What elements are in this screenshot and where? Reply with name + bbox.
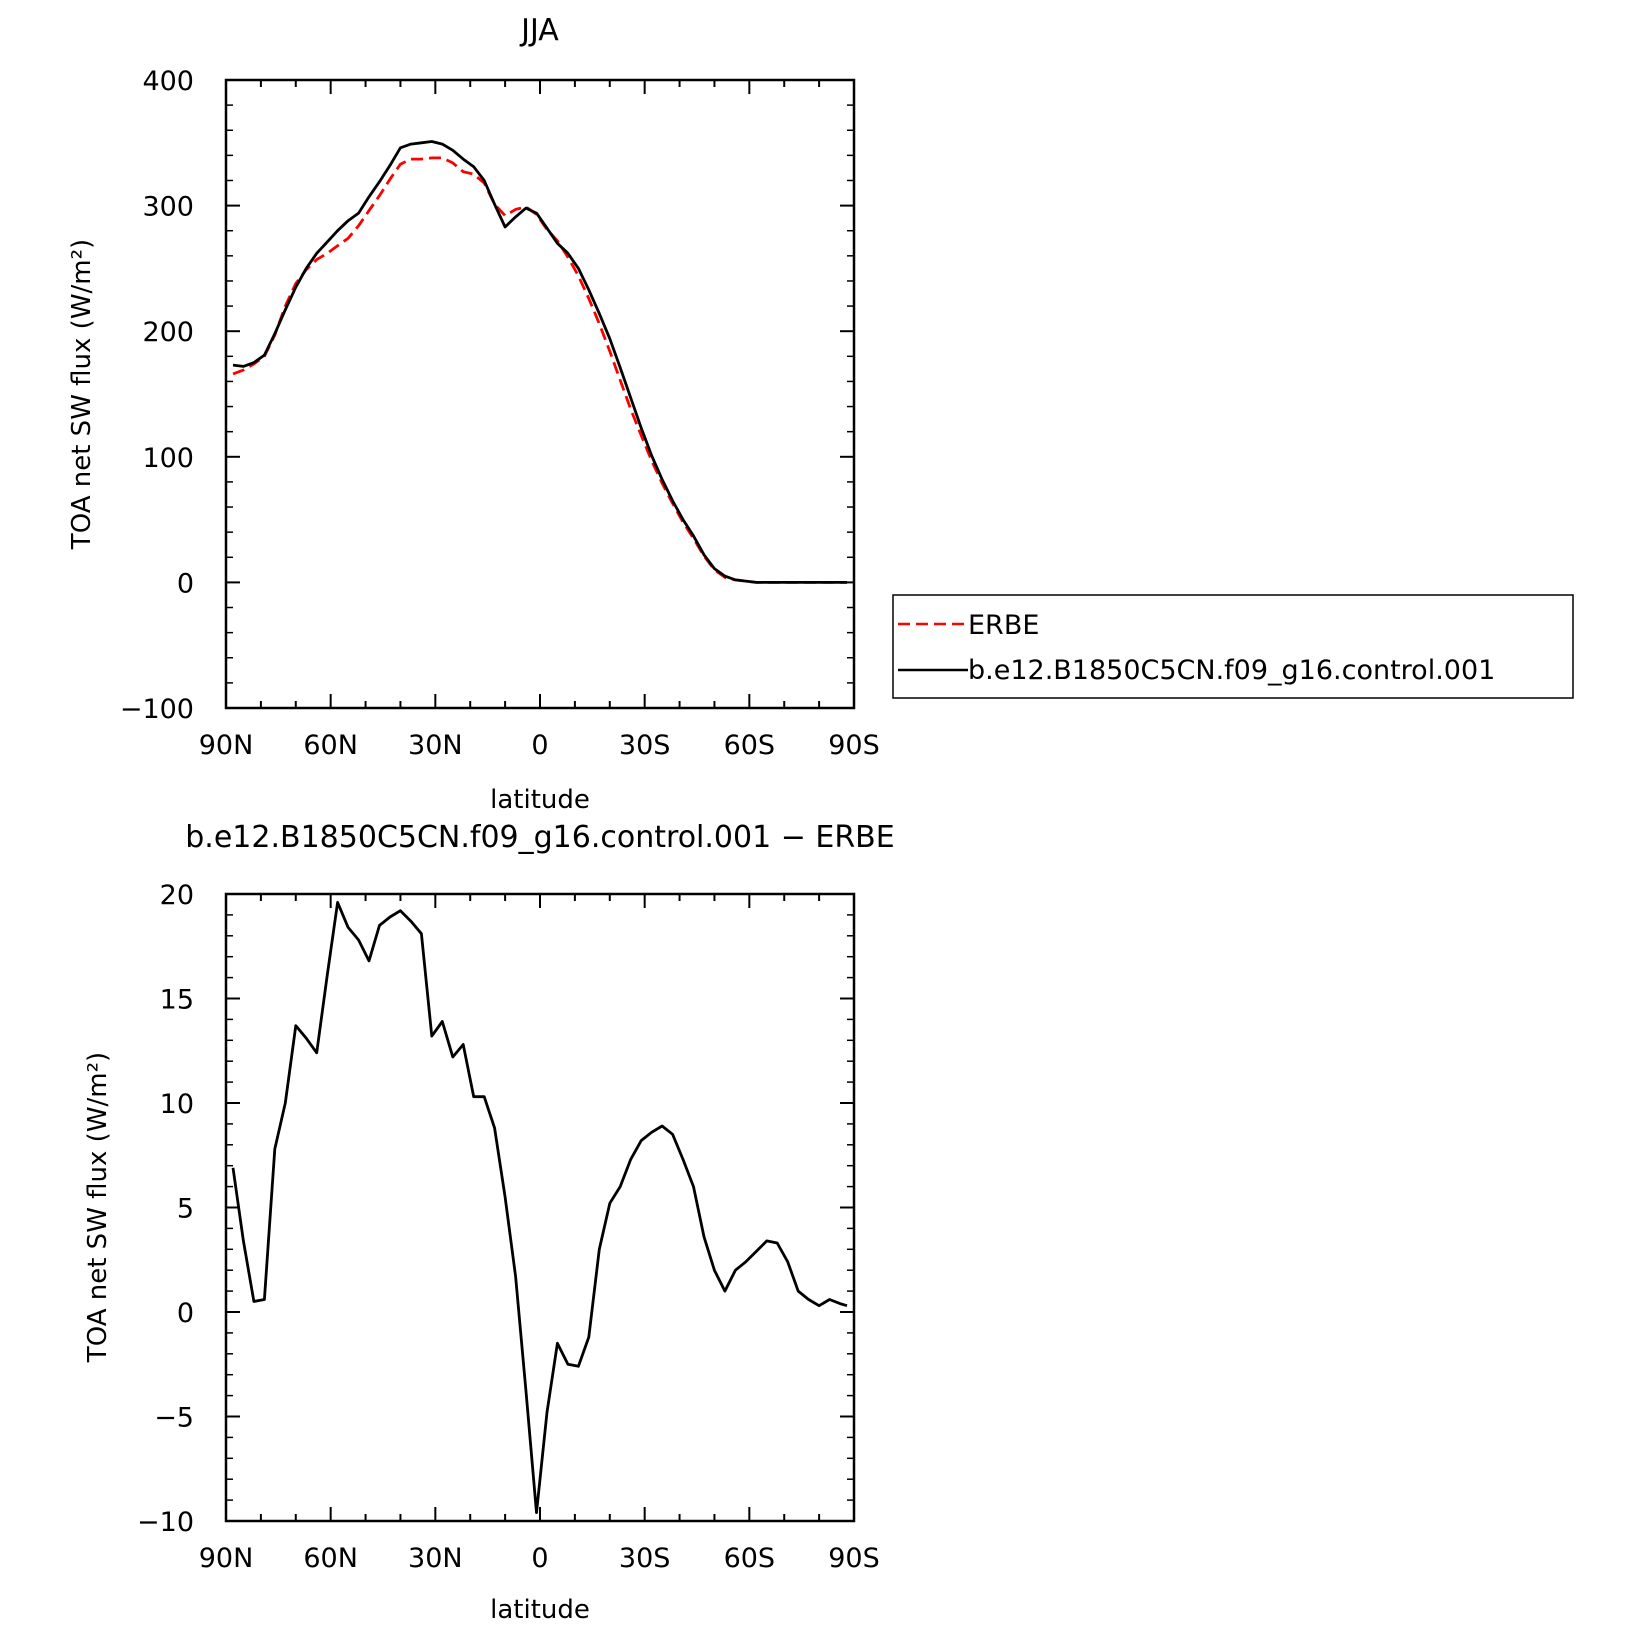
bottom-series-lines (231, 901, 848, 1514)
top-x-tick-label: 90S (828, 730, 880, 761)
bottom-series-line-0 (231, 901, 848, 1514)
top-y-axis-label: TOA net SW flux (W/m²) (67, 239, 97, 550)
bottom-y-tick-label: −10 (137, 1507, 194, 1538)
bottom-y-tick-labels: −10 −5 0 5 10 15 20 (137, 880, 194, 1538)
top-panel: JJA 90N 60N 30N 0 30S 60S 90S −100 0 100 200 300 40… (67, 13, 1574, 815)
top-series-line-1 (232, 140, 847, 584)
bottom-x-tick-label: 0 (531, 1543, 548, 1574)
top-plot-frame (224, 78, 856, 710)
top-y-tick-label: 300 (142, 192, 194, 223)
top-axes-ticks (225, 79, 855, 709)
top-x-tick-label: 0 (531, 730, 548, 761)
bottom-x-tick-label: 60N (303, 1543, 358, 1574)
bottom-y-tick-label: 5 (177, 1194, 194, 1225)
top-y-tick-label: 100 (142, 443, 194, 474)
bottom-y-tick-label: 0 (177, 1298, 194, 1329)
top-series-lines (232, 140, 847, 584)
bottom-panel: b.e12.B1850C5CN.f09_g16.control.001 − ER… (83, 820, 895, 1625)
bottom-x-axis-label: latitude (490, 1595, 590, 1625)
top-y-tick-labels: −100 0 100 200 300 400 (120, 66, 194, 725)
bottom-y-axis-label: TOA net SW flux (W/m²) (83, 1052, 113, 1363)
bottom-x-tick-label: 90N (199, 1543, 254, 1574)
legend-box (892, 594, 1574, 699)
top-y-tick-label: 400 (142, 66, 194, 97)
legend-label-erbe: ERBE (968, 610, 1039, 641)
bottom-y-tick-label: 20 (160, 880, 194, 911)
bottom-x-tick-label: 30N (408, 1543, 463, 1574)
bottom-x-tick-label: 30S (619, 1543, 671, 1574)
top-x-tick-labels: 90N 60N 30N 0 30S 60S 90S (199, 730, 880, 761)
bottom-chart-title: b.e12.B1850C5CN.f09_g16.control.001 − ER… (185, 820, 894, 855)
bottom-x-tick-label: 90S (828, 1543, 880, 1574)
bottom-plot-frame (224, 892, 856, 1523)
top-x-tick-label: 30S (619, 730, 671, 761)
top-y-tick-label: 0 (177, 568, 194, 599)
top-y-tick-label: −100 (120, 694, 194, 725)
bottom-x-tick-label: 60S (724, 1543, 776, 1574)
top-x-tick-label: 90N (199, 730, 254, 761)
bottom-y-tick-label: 15 (160, 985, 194, 1016)
bottom-y-tick-label: −5 (154, 1403, 194, 1434)
top-x-tick-label: 60N (303, 730, 358, 761)
legend: ERBE b.e12.B1850C5CN.f09_g16.control.001 (892, 594, 1574, 699)
top-x-tick-label: 30N (408, 730, 463, 761)
bottom-y-tick-label: 10 (160, 1089, 194, 1120)
bottom-x-tick-labels: 90N 60N 30N 0 30S 60S 90S (199, 1543, 880, 1574)
top-x-axis-label: latitude (490, 785, 590, 815)
top-series-line-0 (232, 156, 847, 584)
top-y-tick-label: 200 (142, 317, 194, 348)
top-chart-title: JJA (519, 13, 559, 48)
legend-label-model: b.e12.B1850C5CN.f09_g16.control.001 (968, 655, 1495, 686)
top-x-tick-label: 60S (724, 730, 776, 761)
bottom-axes-ticks (225, 893, 855, 1522)
